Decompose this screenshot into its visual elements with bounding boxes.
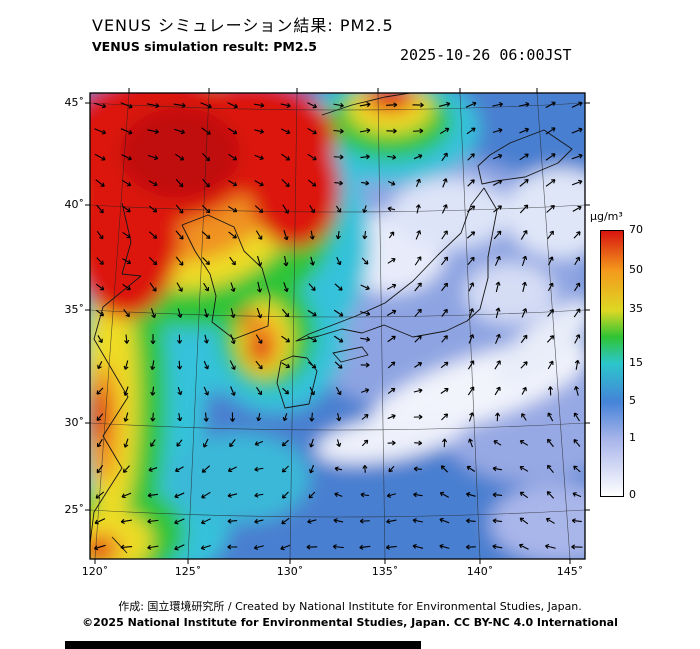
colorbar-tick-1: 1: [629, 431, 636, 444]
colorbar-tick-50: 50: [629, 263, 643, 276]
bottom-black-bar: [65, 641, 421, 649]
x-tick-135: 135˚: [371, 565, 399, 578]
colorbar-tick-labels: 70 50 35 15 5 1 0: [629, 223, 659, 501]
colorbar-tick-35: 35: [629, 302, 643, 315]
colorbar: [600, 230, 624, 497]
wind-vector-arrows: [93, 101, 583, 551]
colorbar-unit-label: μg/m³: [590, 210, 623, 223]
x-tick-145: 145˚: [556, 565, 584, 578]
graticule: [90, 93, 585, 559]
pm25-concentration-map: [85, 88, 590, 564]
y-tick-45: 45˚: [64, 96, 85, 109]
colorbar-tick-70: 70: [629, 223, 643, 236]
y-tick-30: 30˚: [64, 416, 85, 429]
coastlines: [90, 93, 573, 554]
map-canvas: [85, 88, 590, 564]
x-tick-130: 130˚: [276, 565, 304, 578]
colorbar-tick-0: 0: [629, 488, 636, 501]
x-tick-125: 125˚: [174, 565, 202, 578]
simulation-timestamp: 2025-10-26 06:00JST: [400, 46, 572, 64]
x-tick-140: 140˚: [466, 565, 494, 578]
y-tick-25: 25˚: [64, 503, 85, 516]
x-tick-120: 120˚: [81, 565, 109, 578]
map-frame: [85, 88, 590, 564]
colorbar-tick-15: 15: [629, 356, 643, 369]
page-title-japanese: VENUS シミュレーション結果: PM2.5: [92, 16, 394, 35]
y-tick-40: 40˚: [64, 198, 85, 211]
footer-credit: 作成: 国立環境研究所 / Created by National Instit…: [118, 600, 582, 613]
footer-license: ©2025 National Institute for Environment…: [82, 616, 618, 629]
page-title-english: VENUS simulation result: PM2.5: [92, 39, 317, 54]
colorbar-tick-5: 5: [629, 394, 636, 407]
pm25-field: [90, 93, 585, 559]
y-tick-35: 35˚: [64, 303, 85, 316]
